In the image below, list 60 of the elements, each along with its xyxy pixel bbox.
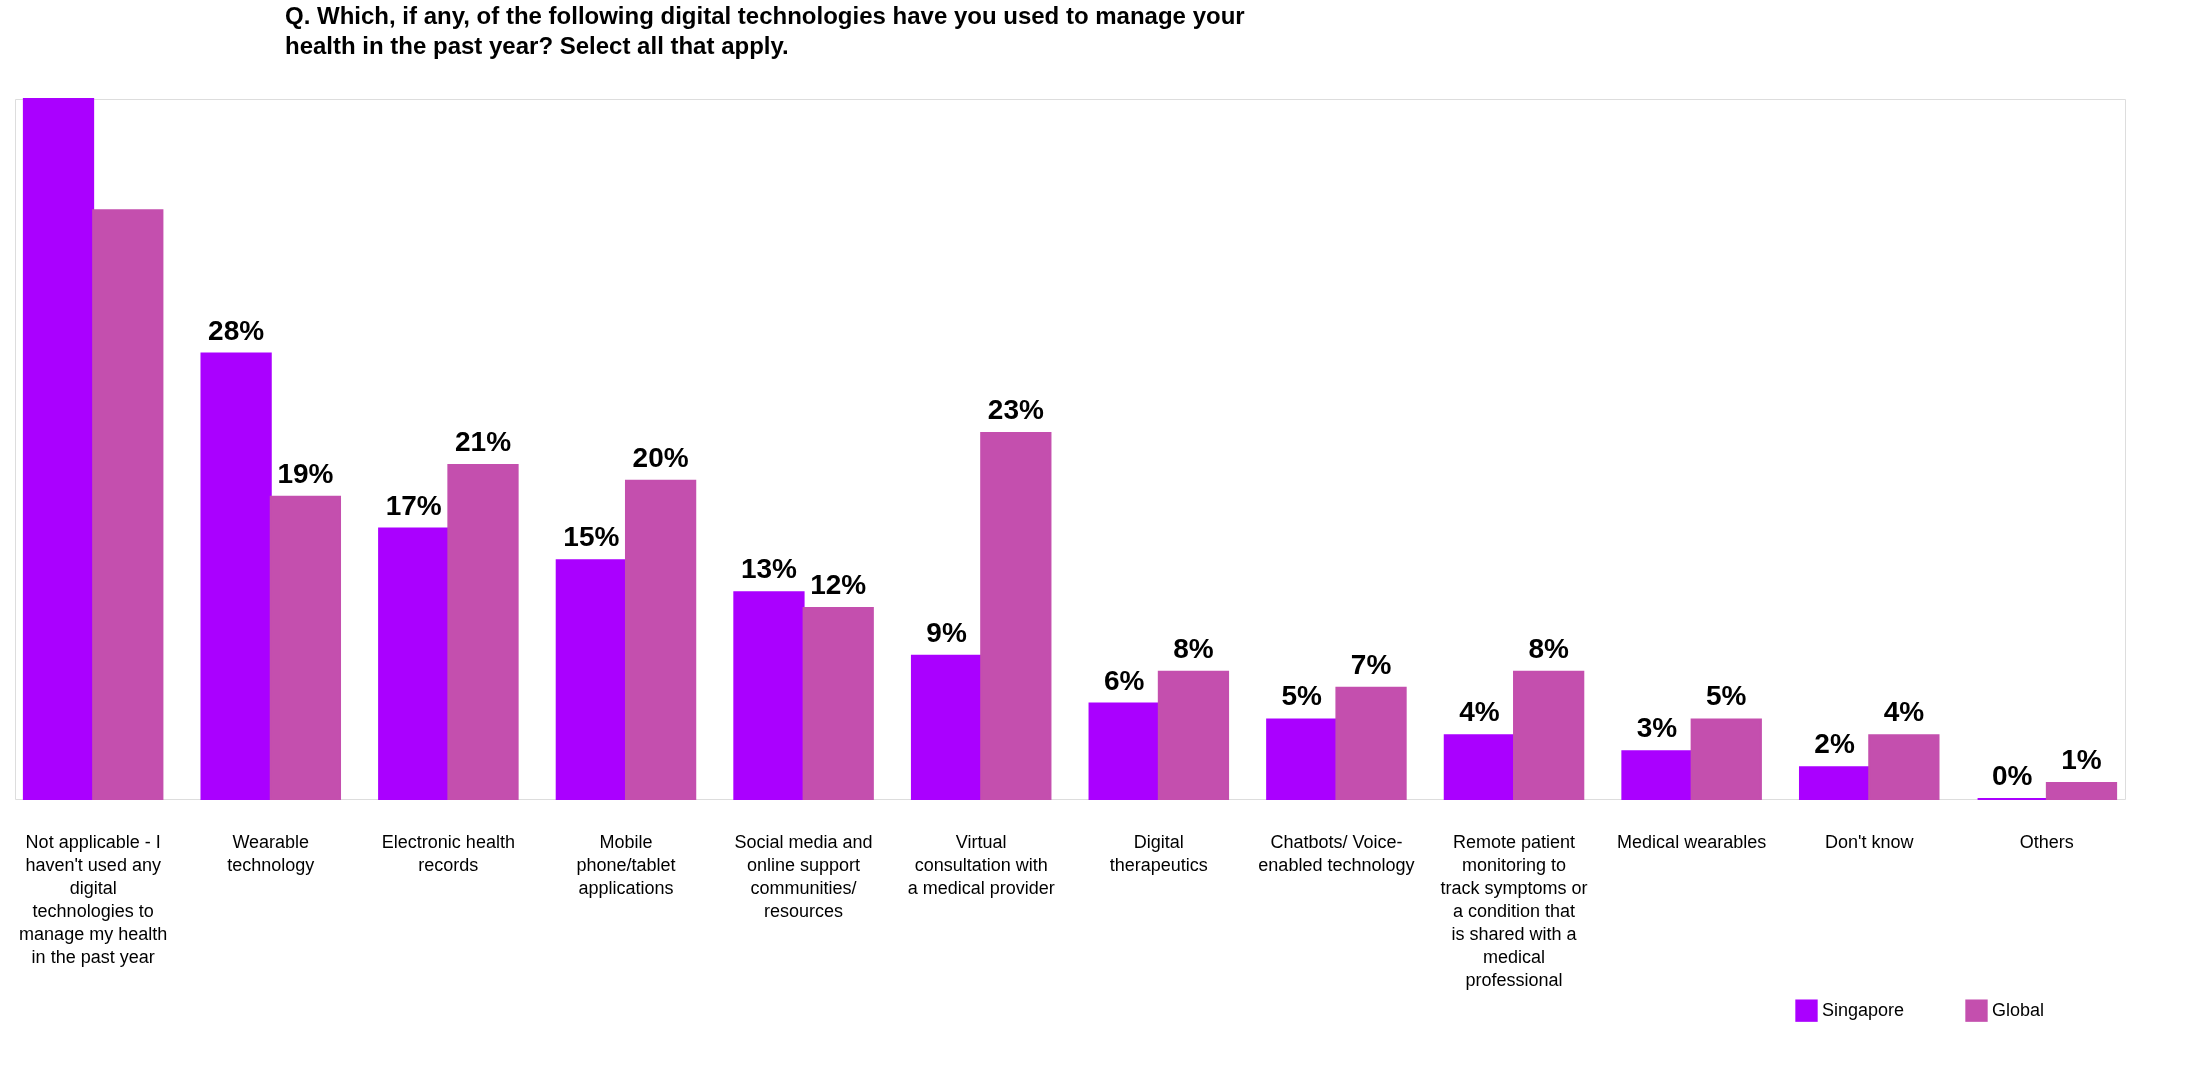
data-label: 4% xyxy=(1459,696,1500,728)
data-label: 8% xyxy=(1173,632,1214,664)
data-label: 5% xyxy=(1281,680,1323,712)
bar xyxy=(910,654,983,800)
data-label: 15% xyxy=(563,521,620,553)
bar xyxy=(1621,750,1693,800)
x-tick-label: Electronic health records xyxy=(381,832,515,875)
x-tick-label: Remote patient monitoring to track symptoms or a condition that is shared with a medical professional xyxy=(1440,832,1588,990)
data-label: 6% xyxy=(1103,664,1145,696)
data-label: 19% xyxy=(277,457,334,489)
x-tick-label: Don't know xyxy=(1825,832,1915,852)
data-label: 3% xyxy=(1636,712,1678,744)
x-tick-label: Virtual consultation with a medical provider xyxy=(907,832,1055,898)
data-label: 1% xyxy=(2061,744,2102,776)
bar xyxy=(1690,718,1762,800)
bar xyxy=(447,463,519,800)
bar xyxy=(2045,782,2118,800)
data-label: 23% xyxy=(987,394,1044,426)
x-tick-label: Digital therapeutics xyxy=(1109,832,1208,875)
bar xyxy=(22,98,95,800)
bar xyxy=(802,607,874,800)
data-label: 17% xyxy=(385,489,442,521)
bar xyxy=(1513,670,1585,800)
data-label: 9% xyxy=(926,616,967,648)
bar xyxy=(1798,766,1871,800)
x-tick-label: Chatbots/ Voice-enabled technology xyxy=(1258,832,1415,875)
data-label: 20% xyxy=(632,441,689,473)
data-label: 12% xyxy=(810,569,867,601)
bar xyxy=(1868,734,1940,800)
data-label: 5% xyxy=(1706,680,1747,712)
chart-title: Q. Which, if any, of the following digital technologies have you used to manage your health in the past year? Select all that apply. xyxy=(285,2,1245,59)
data-label: 28% xyxy=(208,314,265,346)
bar xyxy=(1443,734,1516,800)
x-tick-label: Others xyxy=(2019,832,2074,852)
data-label: 7% xyxy=(1350,648,1392,680)
bar xyxy=(1088,702,1160,800)
bar xyxy=(733,591,805,800)
legend-label: Singapore xyxy=(1822,999,1905,1020)
x-tick-label: Social media and online support communities/ resources xyxy=(734,832,873,921)
bar xyxy=(200,352,272,800)
data-label: 13% xyxy=(740,553,798,585)
data-label: 4% xyxy=(1883,696,1925,728)
bar xyxy=(555,559,627,800)
x-tick-label: Mobile phone/tablet applications xyxy=(576,832,676,898)
bar xyxy=(1266,718,1338,800)
bar xyxy=(269,495,342,800)
bar xyxy=(92,209,164,800)
legend-label: Global xyxy=(1992,999,2045,1020)
bar xyxy=(980,432,1052,800)
bar xyxy=(378,527,450,800)
data-label: 21% xyxy=(454,425,512,457)
data-label: 0% xyxy=(1991,760,2033,791)
bar xyxy=(1335,686,1407,800)
data-label: 2% xyxy=(1814,728,1855,760)
bar xyxy=(1157,670,1230,800)
bar xyxy=(624,479,697,800)
data-label: 8% xyxy=(1528,632,1569,664)
x-tick-label: Medical wearables xyxy=(1617,832,1767,852)
x-tick-label: Wearable technology xyxy=(227,832,315,875)
x-tick-label: Not applicable - I haven't used any digital technologies to manage my health in the past year xyxy=(19,832,168,967)
